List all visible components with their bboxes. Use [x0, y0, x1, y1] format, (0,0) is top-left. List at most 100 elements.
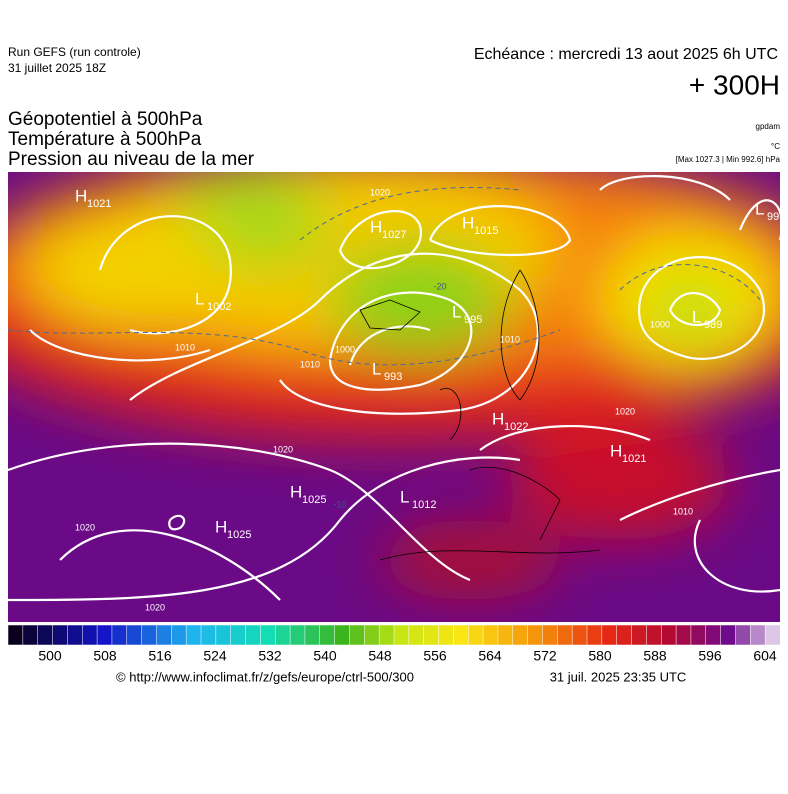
colorbar-swatch [660, 624, 677, 646]
colorbar-tick-label: 532 [258, 648, 282, 664]
colorbar-tick-label: 524 [203, 648, 227, 664]
center-letter: L [755, 199, 764, 218]
colorbar-swatch [22, 624, 39, 646]
isobar-label: 1020 [145, 602, 165, 612]
colorbar-swatch [274, 624, 291, 646]
center-letter: H [492, 409, 504, 428]
isobar-label: 1010 [673, 506, 693, 516]
center-letter: H [462, 213, 474, 232]
colorbar-swatch [720, 624, 737, 646]
colorbar-swatch [512, 624, 529, 646]
center-letter: H [290, 482, 302, 501]
colorbar-swatch [408, 624, 425, 646]
colorbar-swatch [185, 624, 202, 646]
isobar-label: 1000 [335, 344, 355, 354]
colorbar-swatch [482, 624, 499, 646]
run-date: 31 juillet 2025 18Z [8, 61, 106, 75]
unit: °C [771, 142, 780, 151]
colorbar-tick-label: 564 [478, 648, 502, 664]
center-value: 1021 [622, 453, 646, 465]
center-letter: H [370, 217, 382, 236]
colorbar-swatch [542, 624, 558, 646]
center-value: 989 [704, 319, 722, 331]
colorbar-swatch [7, 624, 24, 646]
colorbar-swatch [497, 624, 514, 646]
colorbar-swatch [215, 624, 232, 646]
colorbar-swatch [423, 624, 440, 646]
offset: + 300H [689, 69, 780, 100]
colorbar-swatch [141, 624, 158, 646]
isobar-label: 1000 [650, 319, 670, 329]
colorbar-tick-label: 556 [423, 648, 447, 664]
center-value: 1012 [412, 499, 436, 511]
isobar-label: 1020 [615, 406, 635, 416]
isobar-label: 1020 [273, 444, 293, 454]
colorbar-swatch [52, 624, 68, 646]
colorbar-swatch [260, 624, 276, 646]
colorbar-swatch [646, 624, 662, 646]
colorbar-tick-label: 580 [588, 648, 612, 664]
colorbar-swatch [750, 624, 766, 646]
colorbar-tick-label: 500 [38, 648, 62, 664]
colorbar-swatch [126, 624, 143, 646]
colorbar-swatch [304, 624, 321, 646]
colorbar-swatch [230, 624, 247, 646]
center-value: 993 [384, 371, 402, 383]
colorbar-swatch [735, 624, 751, 646]
field-label: Géopotentiel à 500hPa [8, 109, 203, 130]
center-letter: H [215, 517, 227, 536]
colorbar-swatch [364, 624, 380, 646]
unit: gpdam [756, 122, 781, 131]
isobar-label: 1020 [370, 187, 390, 197]
center-value: 1027 [382, 229, 406, 241]
footer-timestamp: 31 juil. 2025 23:35 UTC [550, 669, 687, 684]
colorbar-swatch [156, 624, 172, 646]
center-value: 995 [464, 314, 482, 326]
colorbar-tick-label: 604 [753, 648, 777, 664]
center-letter: L [452, 302, 461, 321]
colorbar-swatch [81, 624, 98, 646]
colorbar-swatch [438, 624, 454, 646]
colorbar-swatch [705, 624, 722, 646]
colorbar-swatch [631, 624, 647, 646]
colorbar-swatch [245, 624, 261, 646]
center-value: 1021 [87, 198, 111, 210]
center-letter: L [195, 289, 204, 308]
colorbar-swatch [319, 624, 336, 646]
colorbar-swatch [527, 624, 544, 646]
isobar-label: 1010 [175, 342, 195, 352]
colorbar-swatch [675, 624, 692, 646]
colorbar-swatch [467, 624, 484, 646]
center-letter: L [692, 307, 701, 326]
colorbar-swatch [289, 624, 306, 646]
center-value: 1025 [302, 494, 326, 506]
colorbar-swatch [200, 624, 217, 646]
colorbar-tick-label: 548 [368, 648, 392, 664]
echeance: Echéance : mercredi 13 aout 2025 6h UTC [474, 46, 778, 63]
isobar-label: -10 [333, 499, 346, 509]
colorbar-swatch [453, 624, 469, 646]
colorbar-swatch [557, 624, 573, 646]
center-value: 1015 [474, 225, 498, 237]
center-value: 1002 [207, 301, 231, 313]
colorbar-tick-label: 596 [698, 648, 722, 664]
colorbar-swatch [111, 624, 128, 646]
center-value: 1025 [227, 529, 251, 541]
colorbar-swatch [393, 624, 410, 646]
run-name: Run GEFS (run controle) [8, 45, 141, 59]
field-label: Température à 500hPa [8, 129, 202, 150]
center-value: 1022 [504, 421, 528, 433]
colorbar-swatch [67, 624, 83, 646]
colorbar-swatch [96, 624, 113, 646]
center-letter: H [610, 441, 622, 460]
isobar-label: 1010 [300, 359, 320, 369]
colorbar-swatch [616, 624, 633, 646]
colorbar-tick-label: 588 [643, 648, 667, 664]
colorbar-swatch [171, 624, 187, 646]
isobar-label: 1010 [500, 334, 520, 344]
colorbar-swatch [586, 624, 603, 646]
colorbar-tick-label: 540 [313, 648, 337, 664]
field-label: Pression au niveau de la mer [8, 149, 255, 170]
